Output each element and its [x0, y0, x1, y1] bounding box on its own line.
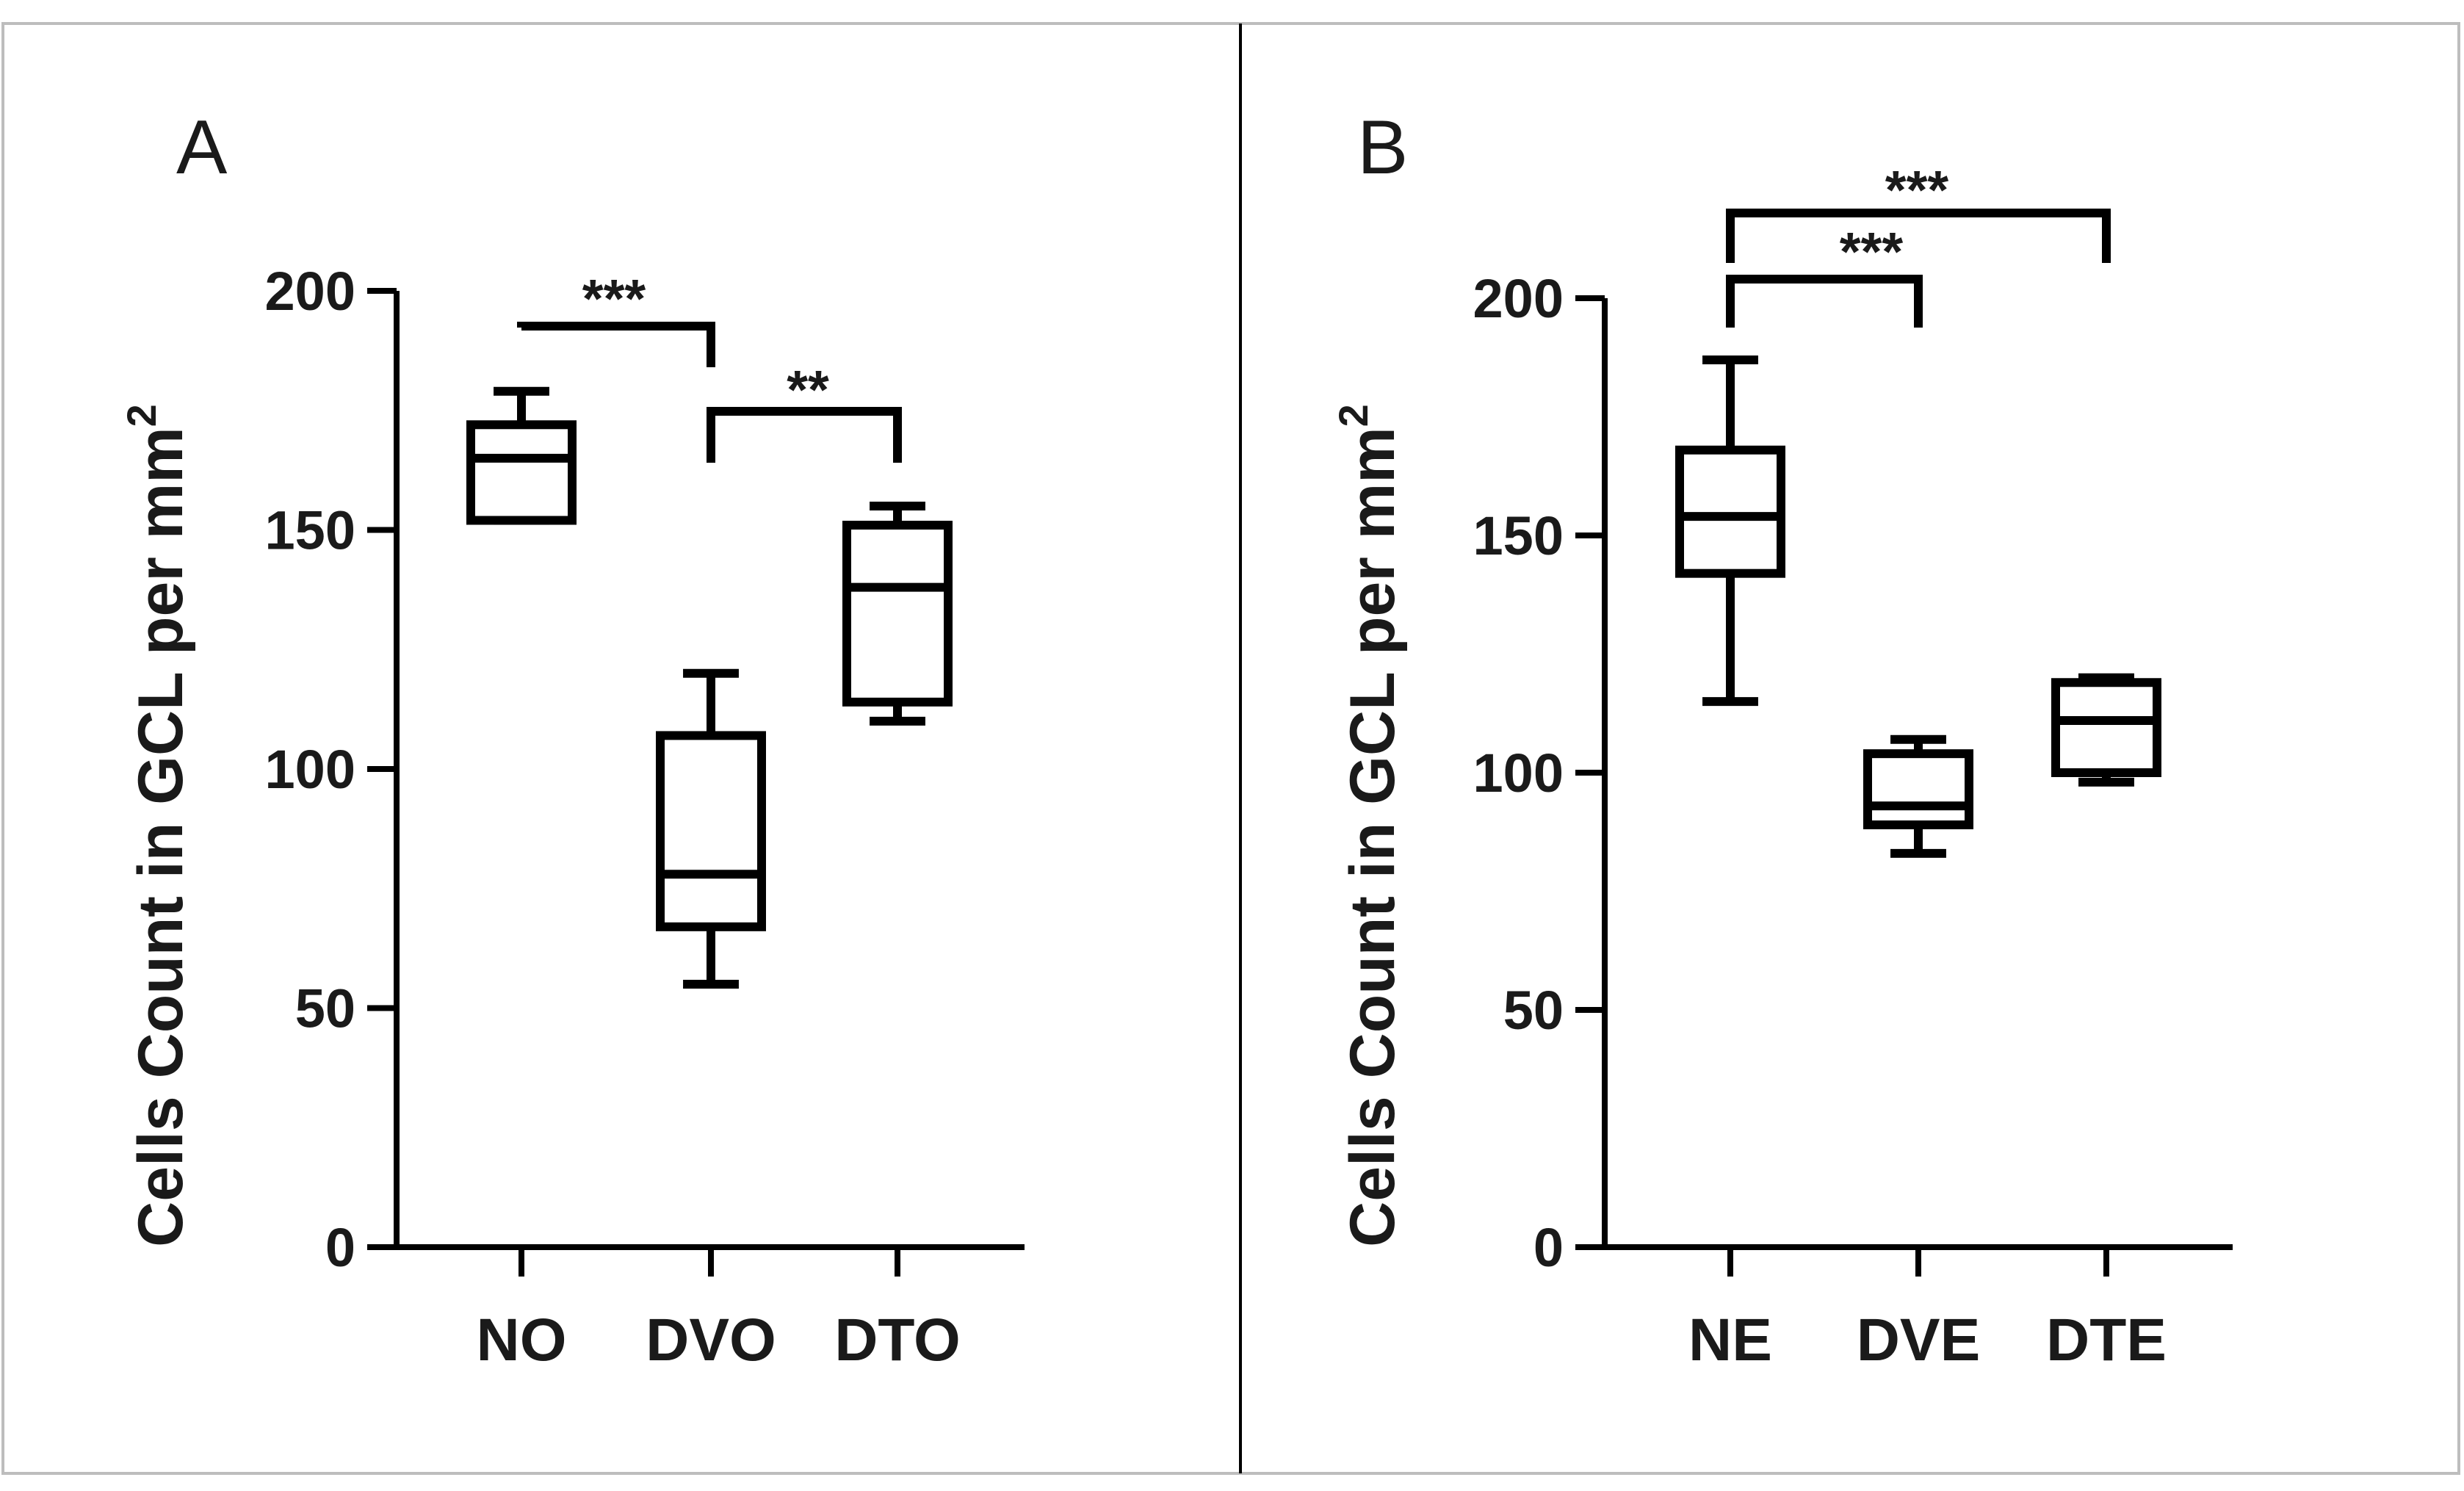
box-a-no — [466, 420, 577, 525]
x-tick-label-b-1: DVE — [1857, 1307, 1981, 1373]
y-tick-label-a-0: 0 — [325, 1217, 355, 1278]
significance-label-b-1: *** — [1885, 159, 1949, 220]
y-axis-title-b: Cells Count in GCL per mm2 — [1330, 404, 1408, 1247]
y-tick-label-a-1: 50 — [295, 978, 355, 1039]
significance-label-b-0: *** — [1840, 221, 1904, 282]
y-tick-label-b-2: 100 — [1473, 743, 1564, 804]
y-tick-label-b-3: 150 — [1473, 505, 1564, 566]
y-axis-label-a: Cells Count in GCL per mm — [126, 427, 196, 1247]
y-tick-label-a-2: 100 — [265, 739, 355, 800]
panel-b: B Cells Count in GCL per mm2 0 50 100 150 20… — [1330, 105, 2233, 1373]
x-tick-label-b-0: NE — [1688, 1307, 1772, 1373]
y-tick-label-a-4: 200 — [265, 261, 355, 322]
panel-label-a: A — [176, 105, 228, 190]
y-tick-label-b-1: 50 — [1503, 980, 1564, 1041]
box-a-dto — [842, 520, 953, 707]
y-tick-label-a-3: 150 — [265, 500, 355, 561]
significance-label-a-0: *** — [582, 268, 646, 329]
y-axis-superscript-b: 2 — [1330, 404, 1376, 427]
significance-bracket-b-0 — [1726, 275, 1923, 328]
box-b-ne — [1675, 445, 1785, 578]
y-axis-title-a: Cells Count in GCL per mm2 — [118, 404, 196, 1247]
figure-frame — [1, 22, 2460, 1475]
box-a-dvo — [656, 731, 766, 931]
significance-bracket-a-0 — [517, 322, 715, 367]
x-tick-label-a-0: NO — [477, 1307, 567, 1373]
panel-label-b: B — [1357, 105, 1408, 190]
significance-bracket-a-1 — [707, 407, 902, 463]
y-axis-label-b: Cells Count in GCL per mm — [1337, 427, 1408, 1247]
panel-a: A Cells Count in GCL per mm2 0 50 100 150 20… — [118, 105, 1025, 1373]
x-tick-label-a-2: DTO — [834, 1307, 961, 1373]
y-tick-label-b-4: 200 — [1473, 268, 1564, 329]
x-tick-label-b-2: DTE — [2046, 1307, 2167, 1373]
x-tick-label-a-1: DVO — [646, 1307, 776, 1373]
box-b-dte — [2051, 678, 2161, 778]
significance-label-a-1: ** — [787, 359, 829, 420]
significance-bracket-b-1 — [1726, 209, 2111, 263]
box-b-dve — [1863, 749, 1973, 830]
y-axis-superscript-a: 2 — [118, 404, 165, 427]
y-tick-label-b-0: 0 — [1533, 1217, 1564, 1278]
